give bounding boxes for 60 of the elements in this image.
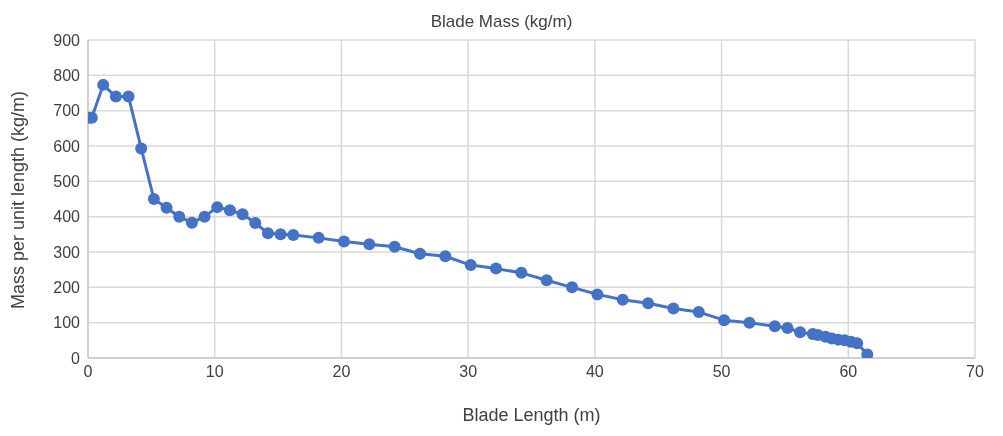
point xyxy=(109,90,122,103)
y-tick-label: 800 xyxy=(53,67,81,85)
point xyxy=(122,90,135,103)
point xyxy=(337,235,350,248)
point xyxy=(642,297,655,310)
point xyxy=(312,231,325,244)
x-tick-label: 50 xyxy=(712,363,731,381)
point xyxy=(743,316,756,329)
point xyxy=(768,320,781,333)
point xyxy=(223,204,236,217)
y-tick-label: 500 xyxy=(53,173,81,191)
y-tick-label: 900 xyxy=(53,31,81,49)
x-tick-label: 20 xyxy=(332,363,351,381)
point xyxy=(667,302,680,315)
x-tick-label: 60 xyxy=(839,363,858,381)
point xyxy=(160,201,173,214)
point xyxy=(616,293,629,306)
point xyxy=(173,210,186,223)
point xyxy=(781,321,794,334)
x-tick-label: 0 xyxy=(83,363,93,381)
point xyxy=(135,142,148,155)
point xyxy=(198,210,211,223)
x-tick-label: 70 xyxy=(966,363,984,381)
point xyxy=(274,228,287,241)
point xyxy=(413,247,426,260)
point xyxy=(540,274,553,287)
point xyxy=(692,306,705,319)
chart-title: Blade Mass (kg/m) xyxy=(429,12,574,32)
y-tick-label: 200 xyxy=(53,279,81,297)
y-tick-label: 600 xyxy=(53,137,81,155)
x-tick-label: 30 xyxy=(459,363,478,381)
x-tick-label: 40 xyxy=(585,363,604,381)
point xyxy=(236,208,249,221)
y-tick-label: 700 xyxy=(53,102,81,120)
point xyxy=(490,262,503,275)
point xyxy=(591,288,604,301)
point xyxy=(388,240,401,253)
point xyxy=(439,250,452,263)
point xyxy=(464,259,477,272)
point xyxy=(718,314,731,327)
point xyxy=(861,348,874,358)
point xyxy=(185,216,198,229)
point xyxy=(566,281,579,294)
point xyxy=(287,229,300,242)
point xyxy=(515,266,528,279)
y-tick-label: 400 xyxy=(53,208,81,226)
point xyxy=(211,201,224,214)
y-tick-label: 0 xyxy=(71,349,81,367)
point xyxy=(794,326,807,339)
x-tick-label: 10 xyxy=(205,363,224,381)
y-tick-label: 100 xyxy=(53,314,81,332)
y-axis-title: Mass per unit length (kg/m) xyxy=(8,90,29,309)
y-tick-label: 300 xyxy=(53,243,81,261)
point xyxy=(97,78,110,91)
point xyxy=(249,217,262,230)
point xyxy=(851,337,864,350)
point xyxy=(363,238,376,251)
x-axis-title: Blade Length (m) xyxy=(462,404,601,425)
point xyxy=(147,193,160,205)
point xyxy=(261,227,274,240)
